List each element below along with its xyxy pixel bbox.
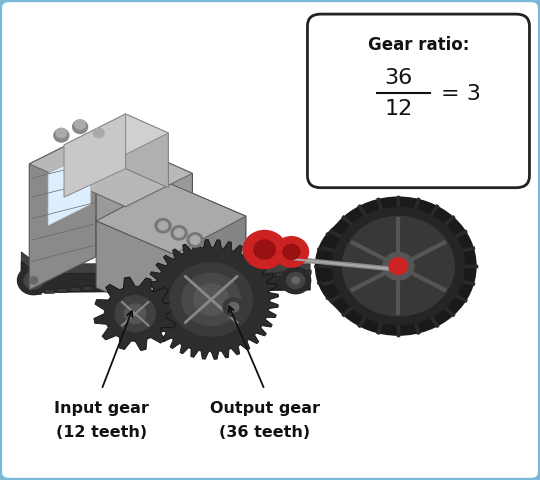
Circle shape xyxy=(124,304,146,324)
Polygon shape xyxy=(96,221,174,321)
Polygon shape xyxy=(109,284,119,289)
Polygon shape xyxy=(96,183,246,254)
Polygon shape xyxy=(48,152,91,226)
Circle shape xyxy=(315,212,438,321)
Text: 12: 12 xyxy=(384,99,413,119)
Text: (36 teeth): (36 teeth) xyxy=(219,425,310,440)
Circle shape xyxy=(243,230,286,268)
Circle shape xyxy=(193,284,229,315)
Circle shape xyxy=(75,120,85,129)
Polygon shape xyxy=(147,281,157,286)
Text: = 3: = 3 xyxy=(441,84,481,104)
Circle shape xyxy=(56,128,67,138)
Polygon shape xyxy=(160,280,170,285)
Circle shape xyxy=(115,296,156,332)
Polygon shape xyxy=(70,287,80,292)
Text: Input gear: Input gear xyxy=(54,401,149,416)
Circle shape xyxy=(228,302,239,312)
Circle shape xyxy=(274,237,308,267)
Polygon shape xyxy=(289,271,299,276)
Circle shape xyxy=(335,229,419,303)
Circle shape xyxy=(91,129,106,142)
Circle shape xyxy=(283,244,300,260)
Polygon shape xyxy=(212,276,221,281)
Circle shape xyxy=(383,252,414,280)
Polygon shape xyxy=(64,114,168,164)
Polygon shape xyxy=(83,286,93,291)
Circle shape xyxy=(223,298,244,317)
Circle shape xyxy=(72,120,87,133)
Circle shape xyxy=(182,273,241,325)
Polygon shape xyxy=(29,131,96,290)
Circle shape xyxy=(321,197,476,335)
Polygon shape xyxy=(258,231,271,250)
Text: 36: 36 xyxy=(384,68,413,88)
Polygon shape xyxy=(258,250,271,267)
Circle shape xyxy=(190,236,200,244)
Polygon shape xyxy=(144,240,279,360)
Circle shape xyxy=(170,263,252,336)
Polygon shape xyxy=(29,131,192,207)
Text: Gear ratio:: Gear ratio: xyxy=(368,36,469,54)
Polygon shape xyxy=(276,272,286,276)
Polygon shape xyxy=(199,277,208,282)
Circle shape xyxy=(30,277,38,284)
Circle shape xyxy=(24,272,43,289)
Circle shape xyxy=(389,258,408,275)
Circle shape xyxy=(158,221,168,230)
Polygon shape xyxy=(263,273,273,277)
Circle shape xyxy=(187,233,203,247)
Circle shape xyxy=(17,266,50,295)
Polygon shape xyxy=(32,290,42,295)
Polygon shape xyxy=(21,262,310,292)
Polygon shape xyxy=(126,114,168,188)
Circle shape xyxy=(325,220,429,312)
Circle shape xyxy=(281,267,310,294)
Polygon shape xyxy=(96,285,106,290)
Polygon shape xyxy=(45,289,55,294)
FancyBboxPatch shape xyxy=(307,14,529,188)
Polygon shape xyxy=(134,282,144,287)
Polygon shape xyxy=(225,276,234,280)
Circle shape xyxy=(254,240,275,259)
Circle shape xyxy=(333,208,464,324)
Text: Output gear: Output gear xyxy=(210,401,320,416)
Circle shape xyxy=(342,216,454,316)
Polygon shape xyxy=(94,277,177,350)
Polygon shape xyxy=(244,244,265,255)
Circle shape xyxy=(366,256,388,276)
Polygon shape xyxy=(250,274,260,278)
Circle shape xyxy=(292,277,299,284)
Circle shape xyxy=(54,129,69,142)
Polygon shape xyxy=(122,283,131,288)
Polygon shape xyxy=(58,288,68,293)
Circle shape xyxy=(155,218,171,233)
Polygon shape xyxy=(168,183,246,330)
Polygon shape xyxy=(64,114,126,197)
Polygon shape xyxy=(96,131,192,300)
Polygon shape xyxy=(265,244,285,255)
Circle shape xyxy=(93,128,104,138)
Circle shape xyxy=(287,273,305,288)
Polygon shape xyxy=(21,252,310,273)
Circle shape xyxy=(171,226,187,240)
Polygon shape xyxy=(238,275,247,279)
Polygon shape xyxy=(186,278,195,283)
Polygon shape xyxy=(301,270,311,275)
Text: (12 teeth): (12 teeth) xyxy=(56,425,147,440)
Circle shape xyxy=(174,228,184,237)
Polygon shape xyxy=(173,279,183,284)
